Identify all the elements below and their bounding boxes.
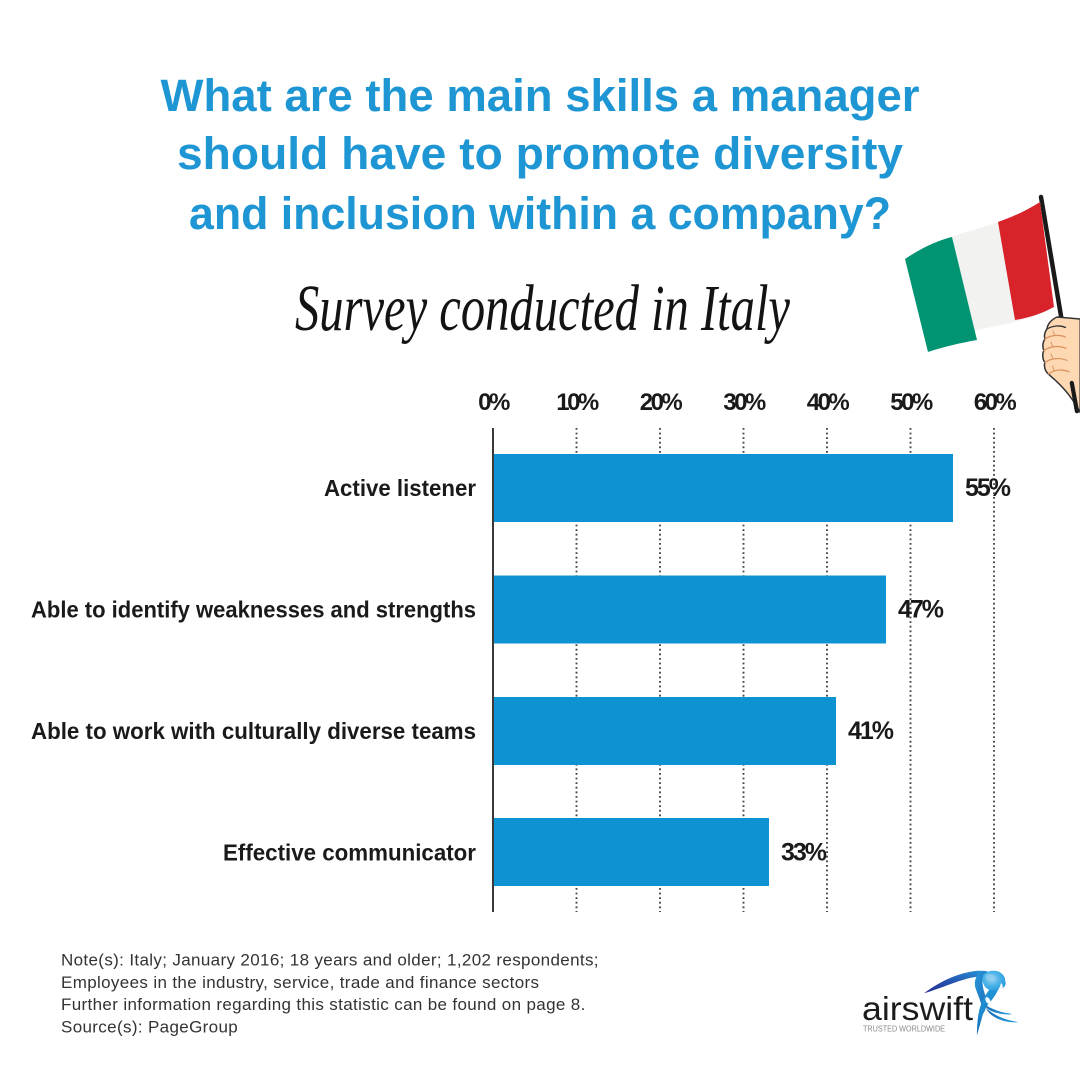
svg-text:0%: 0%	[478, 389, 510, 416]
svg-text:Effective communicator: Effective communicator	[223, 840, 476, 866]
svg-text:33%: 33%	[781, 839, 827, 867]
svg-text:airswift: airswift	[862, 990, 973, 1027]
svg-text:20%: 20%	[640, 389, 683, 416]
svg-text:Note(s): Italy; January 2016;: Note(s): Italy; January 2016; 18 years a…	[61, 951, 599, 970]
svg-text:Survey conducted in Italy: Survey conducted in Italy	[295, 272, 791, 345]
svg-text:TRUSTED WORLDWIDE: TRUSTED WORLDWIDE	[863, 1025, 945, 1034]
svg-text:and inclusion within a company: and inclusion within a company?	[189, 188, 891, 239]
svg-text:Source(s): PageGroup: Source(s): PageGroup	[61, 1017, 238, 1036]
svg-text:30%: 30%	[723, 389, 766, 416]
svg-text:10%: 10%	[556, 389, 599, 416]
svg-text:Able to work with culturally d: Able to work with culturally diverse tea…	[31, 718, 476, 744]
svg-text:47%: 47%	[898, 596, 944, 624]
svg-text:Further information regarding: Further information regarding this stati…	[61, 995, 586, 1014]
svg-text:40%: 40%	[807, 389, 850, 416]
svg-text:60%: 60%	[974, 389, 1017, 416]
svg-text:Able to identify weaknesses an: Able to identify weaknesses and strength…	[31, 597, 476, 623]
svg-text:Employees in the industry, ser: Employees in the industry, service, trad…	[61, 973, 539, 992]
svg-text:50%: 50%	[890, 389, 933, 416]
svg-text:What are the main skills a man: What are the main skills a manager	[161, 70, 920, 121]
svg-text:Active listener: Active listener	[324, 475, 476, 501]
svg-text:should have to promote diversi: should have to promote diversity	[177, 128, 903, 179]
svg-text:41%: 41%	[848, 717, 894, 745]
svg-text:55%: 55%	[965, 474, 1011, 502]
